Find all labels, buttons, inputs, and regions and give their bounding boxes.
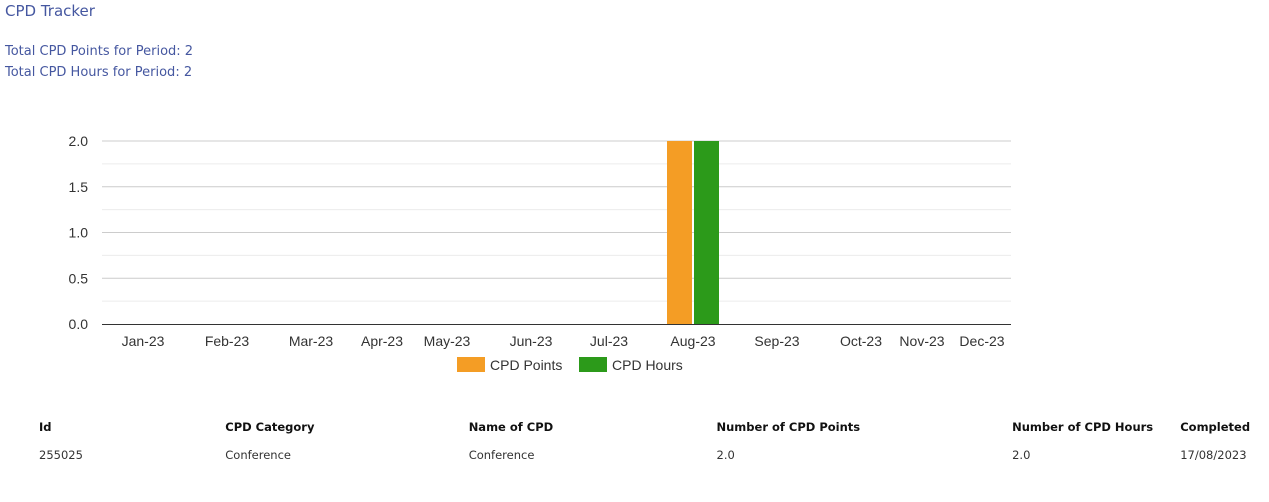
header-name: Name of CPD <box>468 420 554 434</box>
x-tick-label: Jan-23 <box>122 333 165 349</box>
y-tick-label: 1.5 <box>69 179 89 195</box>
table-row: 255025 Conference Conference 2.0 2.0 17/… <box>0 440 1269 470</box>
header-category: CPD Category <box>225 420 315 434</box>
total-hours-text: Total CPD Hours for Period: 2 <box>5 65 193 80</box>
x-tick-label: Dec-23 <box>959 333 1004 349</box>
totals-block: Total CPD Points for Period: 2 Total CPD… <box>5 41 193 83</box>
x-tick-label: Nov-23 <box>899 333 944 349</box>
table-header-row: Id CPD Category Name of CPD Number of CP… <box>0 414 1269 440</box>
cpd-bar-chart: 0.0 0.5 1.0 1.5 2.0 Jan-23 Feb-23 Mar-23 Apr-23 M… <box>69 133 1011 373</box>
header-completed: Completed <box>1180 420 1251 434</box>
legend-swatch <box>457 357 485 372</box>
y-tick-label: 2.0 <box>69 133 89 149</box>
cell-hours: 2.0 <box>1012 448 1031 462</box>
legend-label: CPD Points <box>490 357 562 373</box>
x-tick-label: Mar-23 <box>289 333 334 349</box>
cell-id: 255025 <box>39 448 83 462</box>
y-tick-label: 0.5 <box>69 270 89 286</box>
total-points-text: Total CPD Points for Period: 2 <box>5 44 194 59</box>
legend-swatch <box>579 357 607 372</box>
cell-completed: 17/08/2023 <box>1180 448 1247 462</box>
x-tick-label: Apr-23 <box>361 333 403 349</box>
x-tick-label: May-23 <box>424 333 471 349</box>
x-tick-label: Jul-23 <box>590 333 628 349</box>
cpd-table: Id CPD Category Name of CPD Number of CP… <box>0 414 1269 470</box>
header-id: Id <box>39 420 52 434</box>
cell-points: 2.0 <box>716 448 735 462</box>
bar-hours <box>694 141 719 324</box>
x-tick-label: Jun-23 <box>510 333 553 349</box>
header-points: Number of CPD Points <box>716 420 861 434</box>
legend-label: CPD Hours <box>612 357 683 373</box>
x-tick-label: Sep-23 <box>754 333 799 349</box>
y-tick-label: 0.0 <box>69 316 89 332</box>
cell-name: Conference <box>468 448 535 462</box>
bar-points <box>667 141 692 324</box>
x-tick-label: Oct-23 <box>840 333 882 349</box>
header-hours: Number of CPD Hours <box>1012 420 1154 434</box>
cell-category: Conference <box>225 448 291 462</box>
y-tick-label: 1.0 <box>69 225 89 241</box>
x-tick-label: Aug-23 <box>670 333 715 349</box>
x-tick-label: Feb-23 <box>205 333 250 349</box>
page-title: CPD Tracker <box>5 2 95 20</box>
